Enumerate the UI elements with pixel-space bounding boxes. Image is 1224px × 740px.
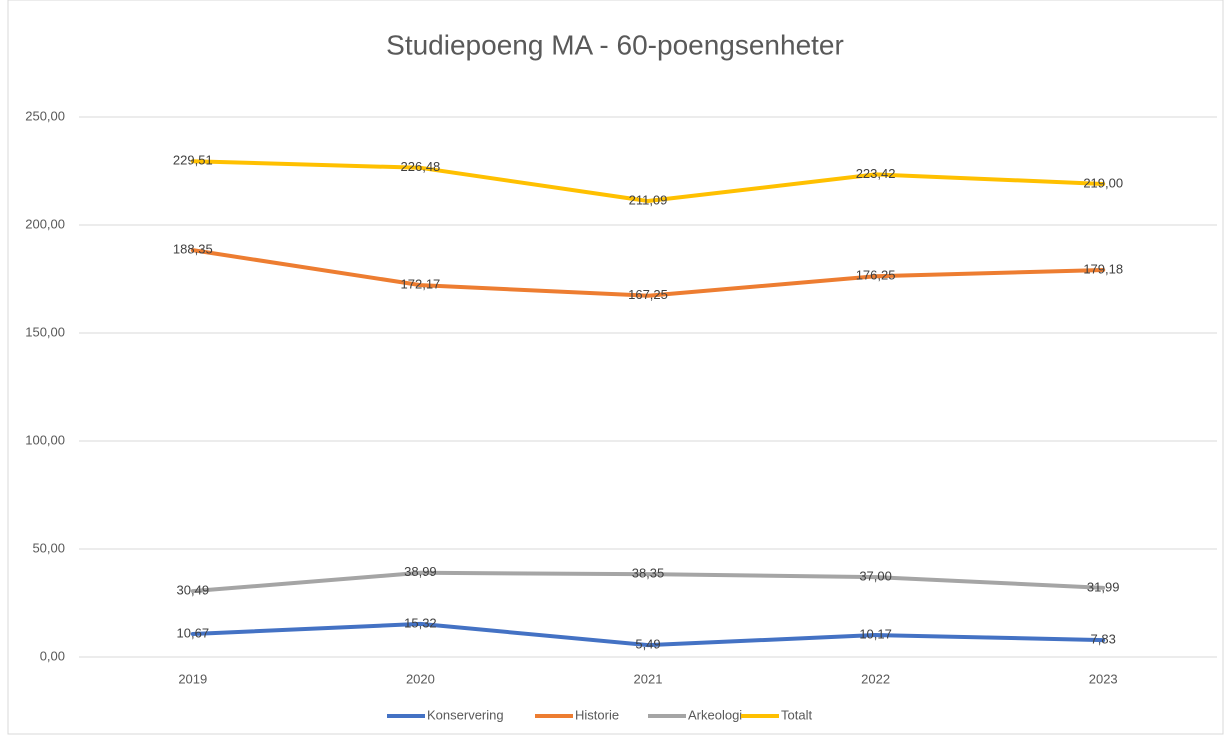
y-tick-label: 150,00 xyxy=(25,324,65,339)
y-tick-label: 0,00 xyxy=(40,648,65,663)
data-label: 10,67 xyxy=(177,625,210,640)
data-label: 31,99 xyxy=(1087,579,1120,594)
line-series xyxy=(190,248,1106,298)
data-label: 15,32 xyxy=(404,615,437,630)
data-label: 172,17 xyxy=(401,277,441,292)
data-label: 211,09 xyxy=(629,192,668,207)
data-label: 7,83 xyxy=(1091,632,1116,647)
data-label: 229,51 xyxy=(173,153,213,168)
chart-frame xyxy=(7,0,1224,735)
legend-label: Arkeologi xyxy=(688,707,742,722)
line-series xyxy=(190,570,1106,594)
x-tick-label: 2020 xyxy=(406,671,435,686)
y-tick-label: 50,00 xyxy=(32,540,65,555)
legend-label: Konservering xyxy=(427,707,504,722)
y-tick-label: 250,00 xyxy=(25,108,65,123)
data-label: 223,42 xyxy=(856,166,896,181)
data-label: 10,17 xyxy=(859,626,892,641)
x-tick-label: 2023 xyxy=(1089,671,1118,686)
data-label: 176,25 xyxy=(856,268,896,283)
data-label: 179,18 xyxy=(1083,261,1123,276)
data-label: 37,00 xyxy=(859,569,892,584)
line-series xyxy=(190,621,1106,648)
data-label: 38,99 xyxy=(404,564,437,579)
data-label: 219,00 xyxy=(1083,175,1123,190)
y-tick-label: 200,00 xyxy=(25,216,65,231)
data-label: 30,49 xyxy=(177,583,210,598)
data-label: 167,25 xyxy=(628,287,668,302)
legend-label: Totalt xyxy=(781,707,812,722)
x-tick-label: 2021 xyxy=(634,671,663,686)
data-label: 5,49 xyxy=(635,637,660,652)
legend-label: Historie xyxy=(575,707,619,722)
x-tick-label: 2022 xyxy=(861,671,890,686)
data-label: 188,35 xyxy=(173,242,213,257)
data-label: 226,48 xyxy=(401,159,441,174)
line-series xyxy=(190,159,1106,204)
chart-title: Studiepoeng MA - 60-poengsenheter xyxy=(386,29,844,60)
y-tick-label: 100,00 xyxy=(25,432,65,447)
x-tick-label: 2019 xyxy=(178,671,207,686)
data-label: 38,35 xyxy=(632,566,665,581)
